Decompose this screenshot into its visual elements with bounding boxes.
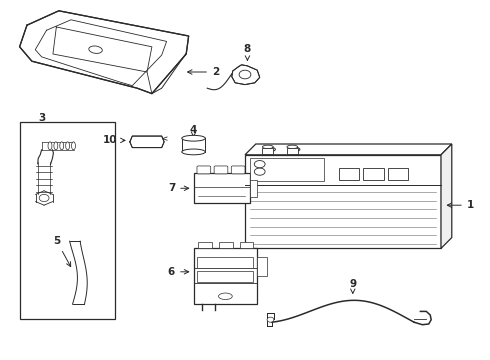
Text: 6: 6 <box>168 267 189 277</box>
Bar <box>194 173 250 203</box>
Bar <box>339 168 359 180</box>
Polygon shape <box>245 144 452 155</box>
Text: 5: 5 <box>53 236 71 267</box>
Text: 4: 4 <box>190 125 197 138</box>
Ellipse shape <box>182 149 205 155</box>
Ellipse shape <box>48 142 52 150</box>
FancyBboxPatch shape <box>214 166 228 174</box>
Polygon shape <box>20 11 189 94</box>
Ellipse shape <box>289 147 300 152</box>
Ellipse shape <box>89 46 102 53</box>
Text: 1: 1 <box>447 200 474 210</box>
Text: 8: 8 <box>244 44 251 60</box>
Bar <box>250 180 257 197</box>
Text: 2: 2 <box>188 67 219 77</box>
Ellipse shape <box>254 161 265 168</box>
Circle shape <box>267 317 274 322</box>
Ellipse shape <box>60 142 64 150</box>
Bar <box>250 158 324 181</box>
Polygon shape <box>441 144 452 248</box>
Text: 10: 10 <box>103 135 125 145</box>
Text: 9: 9 <box>349 279 356 293</box>
Bar <box>287 148 298 154</box>
Ellipse shape <box>219 293 232 300</box>
Ellipse shape <box>72 142 75 150</box>
Bar <box>363 168 384 180</box>
Ellipse shape <box>263 145 273 149</box>
Circle shape <box>39 194 49 202</box>
Bar <box>20 122 115 319</box>
Ellipse shape <box>54 142 58 150</box>
Bar <box>194 248 257 304</box>
Ellipse shape <box>254 168 265 175</box>
Circle shape <box>239 70 251 79</box>
Polygon shape <box>232 65 260 85</box>
Bar <box>198 242 212 248</box>
Bar <box>263 148 273 154</box>
Text: 7: 7 <box>168 183 189 193</box>
Bar <box>197 257 253 268</box>
Bar <box>388 168 408 180</box>
Ellipse shape <box>66 142 70 150</box>
Ellipse shape <box>182 135 205 141</box>
Polygon shape <box>130 136 164 148</box>
Bar <box>197 271 253 282</box>
Polygon shape <box>267 313 274 326</box>
FancyBboxPatch shape <box>231 166 245 174</box>
Ellipse shape <box>265 147 275 152</box>
Bar <box>219 242 233 248</box>
Ellipse shape <box>287 145 298 149</box>
Text: 3: 3 <box>38 113 45 123</box>
FancyBboxPatch shape <box>197 166 211 174</box>
Bar <box>257 257 267 276</box>
Bar <box>240 242 253 248</box>
Bar <box>245 155 441 248</box>
